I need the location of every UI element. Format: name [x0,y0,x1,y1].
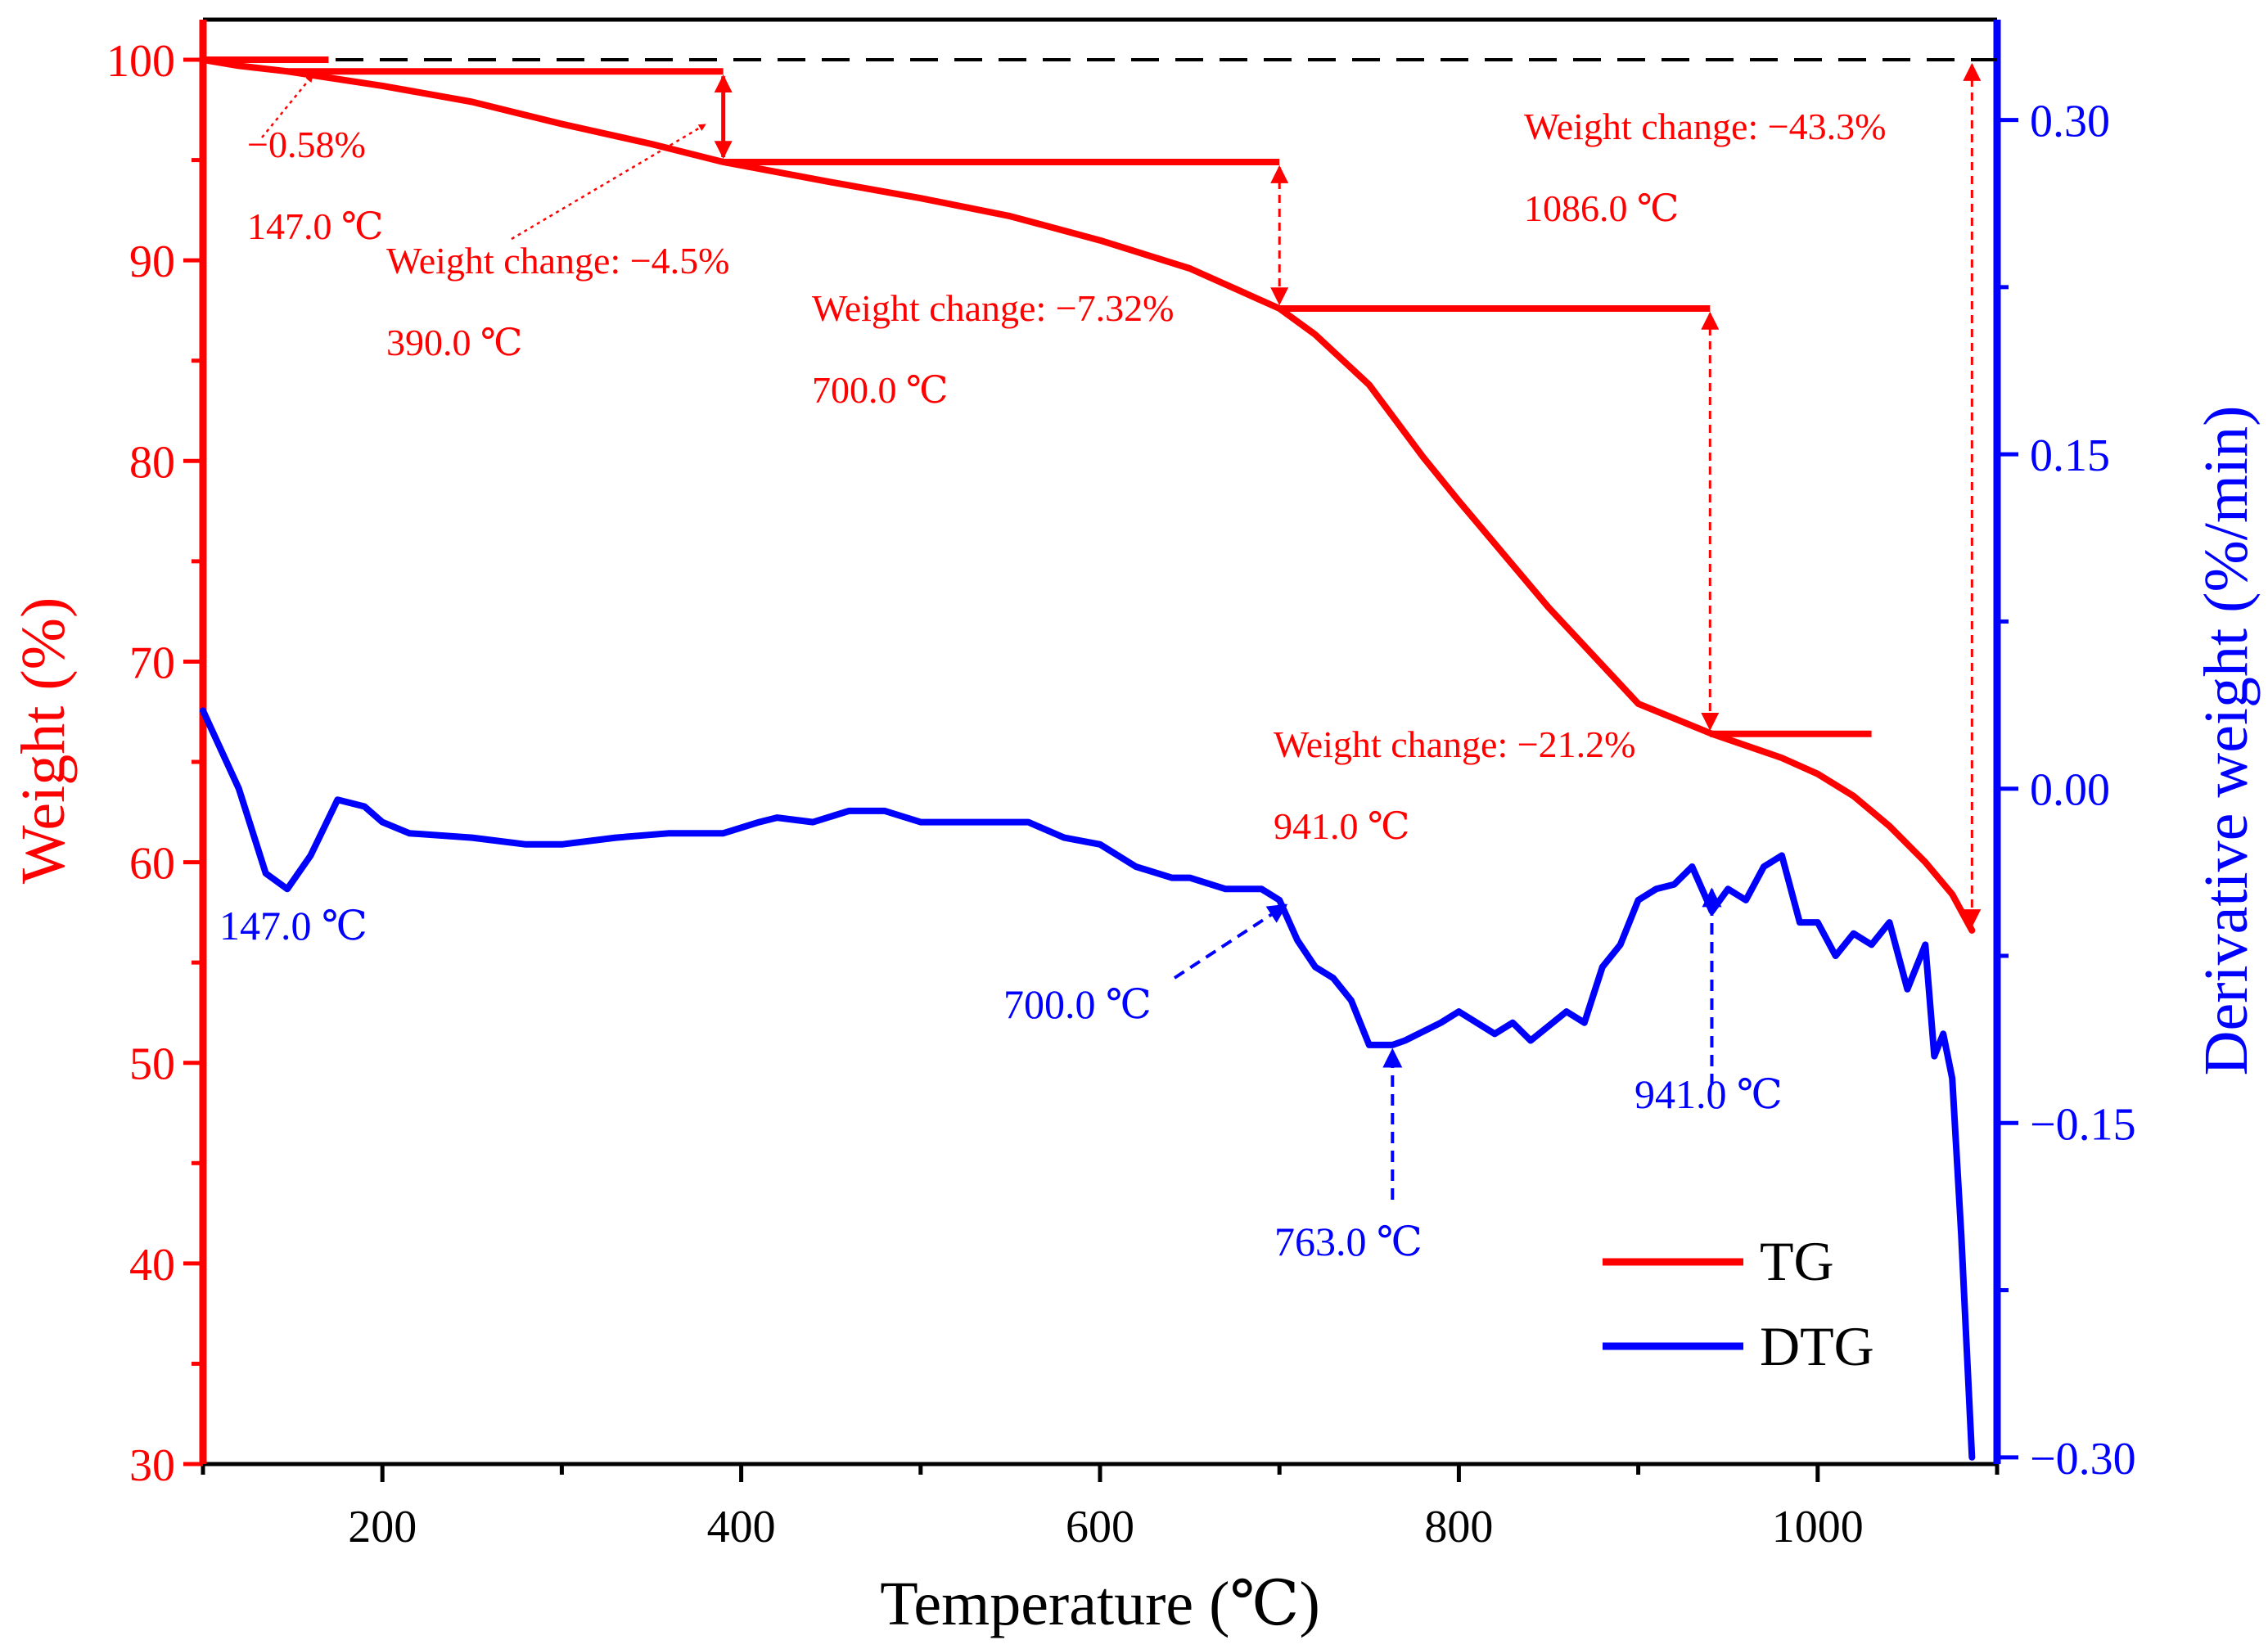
tg-step-pointer [511,123,706,241]
x-tick-label: 600 [1066,1502,1134,1552]
dtg-annotations: 147.0 ℃ 700.0 ℃ 763.0 ℃ 941.0 ℃ [219,887,1783,1264]
y-axis-label-left: Weight (%) [9,597,78,885]
tg-step-pointer [261,74,313,138]
tg-step-temp-label: 941.0 ℃ [1274,805,1409,847]
dtg-peak-label: 941.0 ℃ [1634,1071,1783,1117]
y-left-tick-label: 90 [129,237,175,287]
y-right-tick-label: 0.00 [2030,765,2110,816]
legend: TG DTG [1603,1230,1874,1377]
dtg-peak-label: 147.0 ℃ [219,903,367,948]
y-right-tick-label: 0.15 [2030,430,2110,481]
y-right-tick-label: −0.30 [2030,1434,2136,1485]
tg-step-temp-label: 390.0 ℃ [386,322,522,363]
y-right-tick-label: −0.15 [2030,1099,2136,1150]
x-axis-label: Temperature (℃) [880,1570,1320,1638]
x-tick-label: 400 [707,1502,776,1552]
tg-step-change-label: Weight change: −21.2% [1274,723,1636,765]
y-left-tick-label: 60 [129,839,175,890]
dtg-pointer-arrow [1173,903,1288,980]
tg-step-change-label: Weight change: −4.5% [386,240,730,282]
dtg-peak-label: 763.0 ℃ [1274,1219,1423,1264]
axis-ticks [183,57,2018,1482]
dtg-peak-label: 700.0 ℃ [1003,981,1152,1027]
tg-step-temp-label: 700.0 ℃ [812,369,948,411]
axis-tick-labels: 200 400 600 800 1000 30 40 50 60 70 80 90 100 −0.30 −0… [106,36,2136,1552]
y-left-tick-label: 80 [129,437,175,488]
y-left-tick-label: 70 [129,638,175,688]
y-left-tick-label: 100 [106,36,175,87]
y-axis-label-right: Derivative weight (%/min) [2192,406,2261,1076]
series-line-dtg [200,707,1976,1461]
y-left-tick-label: 50 [129,1039,175,1090]
y-left-tick-label: 40 [129,1240,175,1291]
y-right-tick-label: 0.30 [2030,97,2110,147]
legend-label-dtg: DTG [1760,1315,1874,1377]
tg-step-change-label: Weight change: −43.3% [1524,106,1887,147]
y-left-tick-label: 30 [129,1440,175,1491]
legend-label-tg: TG [1760,1230,1834,1292]
x-tick-label: 200 [348,1502,417,1552]
series-line-tg [200,56,1976,934]
tg-step-temp-label: 1086.0 ℃ [1524,187,1679,229]
tg-step-temp-label: 147.0 ℃ [247,205,383,247]
tg-step-change-label: Weight change: −7.32% [812,287,1175,329]
x-tick-label: 800 [1424,1502,1493,1552]
x-tick-label: 1000 [1772,1502,1864,1552]
tg-step-change-label: −0.58% [247,124,366,165]
